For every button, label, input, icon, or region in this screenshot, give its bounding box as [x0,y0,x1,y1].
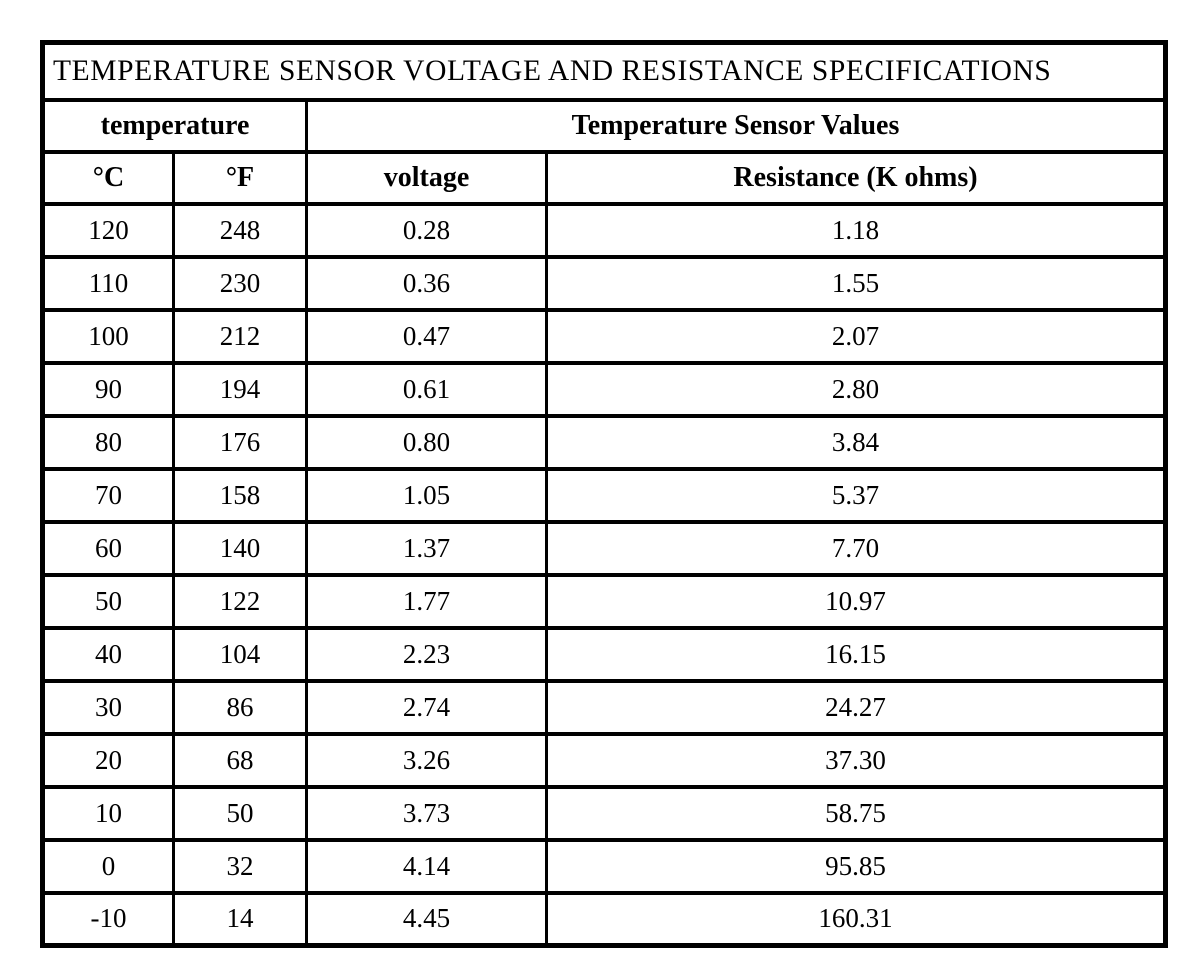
column-header-voltage: voltage [305,150,548,205]
cell-resistance: 160.31 [544,891,1168,947]
table-body: 120 248 0.28 1.18 110 230 0.36 1.55 100 212 0.47 2.… [41,202,1168,947]
cell-temp-f: 176 [172,414,308,470]
cell-temp-f: 86 [172,679,308,735]
cell-temp-c: 70 [41,467,175,523]
cell-resistance: 1.55 [544,255,1168,311]
table-row: -10 14 4.45 160.31 [41,891,1168,947]
table-row: 50 122 1.77 10.97 [41,573,1168,629]
table-title-row: TEMPERATURE SENSOR VOLTAGE AND RESISTANC… [40,41,1168,101]
cell-resistance: 58.75 [544,785,1168,841]
cell-voltage: 1.37 [305,520,548,576]
cell-voltage: 1.77 [305,573,548,629]
cell-temp-c: 60 [41,520,175,576]
cell-temp-f: 158 [172,467,308,523]
cell-voltage: 0.36 [305,255,548,311]
cell-resistance: 10.97 [544,573,1168,629]
cell-temp-c: 110 [41,255,175,311]
table-row: 20 68 3.26 37.30 [41,732,1168,788]
cell-resistance: 95.85 [544,838,1168,894]
cell-voltage: 2.74 [305,679,548,735]
cell-temp-f: 140 [172,520,308,576]
cell-temp-f: 230 [172,255,308,311]
column-header-fahrenheit: °F [172,150,308,205]
table-title: TEMPERATURE SENSOR VOLTAGE AND RESISTANC… [40,41,1168,101]
cell-temp-f: 212 [172,308,308,364]
cell-voltage: 3.73 [305,785,548,841]
table-row: 110 230 0.36 1.55 [41,255,1168,311]
cell-voltage: 1.05 [305,467,548,523]
cell-voltage: 4.14 [305,838,548,894]
cell-temp-c: 50 [41,573,175,629]
cell-resistance: 3.84 [544,414,1168,470]
cell-resistance: 2.80 [544,361,1168,417]
cell-temp-c: -10 [41,891,175,947]
temperature-sensor-spec-table: TEMPERATURE SENSOR VOLTAGE AND RESISTANC… [40,40,1169,948]
cell-temp-f: 14 [172,891,308,947]
cell-resistance: 2.07 [544,308,1168,364]
group-header-temperature: temperature [41,98,308,153]
cell-temp-c: 40 [41,626,175,682]
column-header-celsius: °C [41,150,175,205]
cell-voltage: 0.47 [305,308,548,364]
cell-resistance: 5.37 [544,467,1168,523]
cell-resistance: 37.30 [544,732,1168,788]
cell-temp-f: 104 [172,626,308,682]
cell-temp-c: 0 [41,838,175,894]
column-header-resistance: Resistance (K ohms) [544,150,1168,205]
cell-resistance: 1.18 [544,202,1168,258]
cell-temp-f: 32 [172,838,308,894]
column-header-row: °C °F voltage Resistance (K ohms) [41,150,1168,205]
cell-voltage: 3.26 [305,732,548,788]
cell-temp-c: 80 [41,414,175,470]
table-row: 80 176 0.80 3.84 [41,414,1168,470]
cell-temp-f: 194 [172,361,308,417]
cell-resistance: 7.70 [544,520,1168,576]
table-row: 30 86 2.74 24.27 [41,679,1168,735]
cell-temp-c: 100 [41,308,175,364]
cell-temp-c: 120 [41,202,175,258]
cell-temp-c: 10 [41,785,175,841]
cell-temp-c: 30 [41,679,175,735]
table-row: 40 104 2.23 16.15 [41,626,1168,682]
cell-voltage: 2.23 [305,626,548,682]
cell-temp-c: 90 [41,361,175,417]
table-row: 70 158 1.05 5.37 [41,467,1168,523]
cell-voltage: 0.80 [305,414,548,470]
table-row: 90 194 0.61 2.80 [41,361,1168,417]
cell-voltage: 0.28 [305,202,548,258]
cell-temp-f: 122 [172,573,308,629]
table-row: 10 50 3.73 58.75 [41,785,1168,841]
cell-resistance: 24.27 [544,679,1168,735]
table-row: 60 140 1.37 7.70 [41,520,1168,576]
table-row: 0 32 4.14 95.85 [41,838,1168,894]
table-row: 120 248 0.28 1.18 [41,202,1168,258]
cell-resistance: 16.15 [544,626,1168,682]
cell-temp-f: 248 [172,202,308,258]
group-header-row: temperature Temperature Sensor Values [41,98,1168,153]
cell-temp-c: 20 [41,732,175,788]
cell-temp-f: 68 [172,732,308,788]
table-row: 100 212 0.47 2.07 [41,308,1168,364]
group-header-sensor-values: Temperature Sensor Values [304,98,1168,153]
cell-temp-f: 50 [172,785,308,841]
cell-voltage: 4.45 [305,891,548,947]
cell-voltage: 0.61 [305,361,548,417]
